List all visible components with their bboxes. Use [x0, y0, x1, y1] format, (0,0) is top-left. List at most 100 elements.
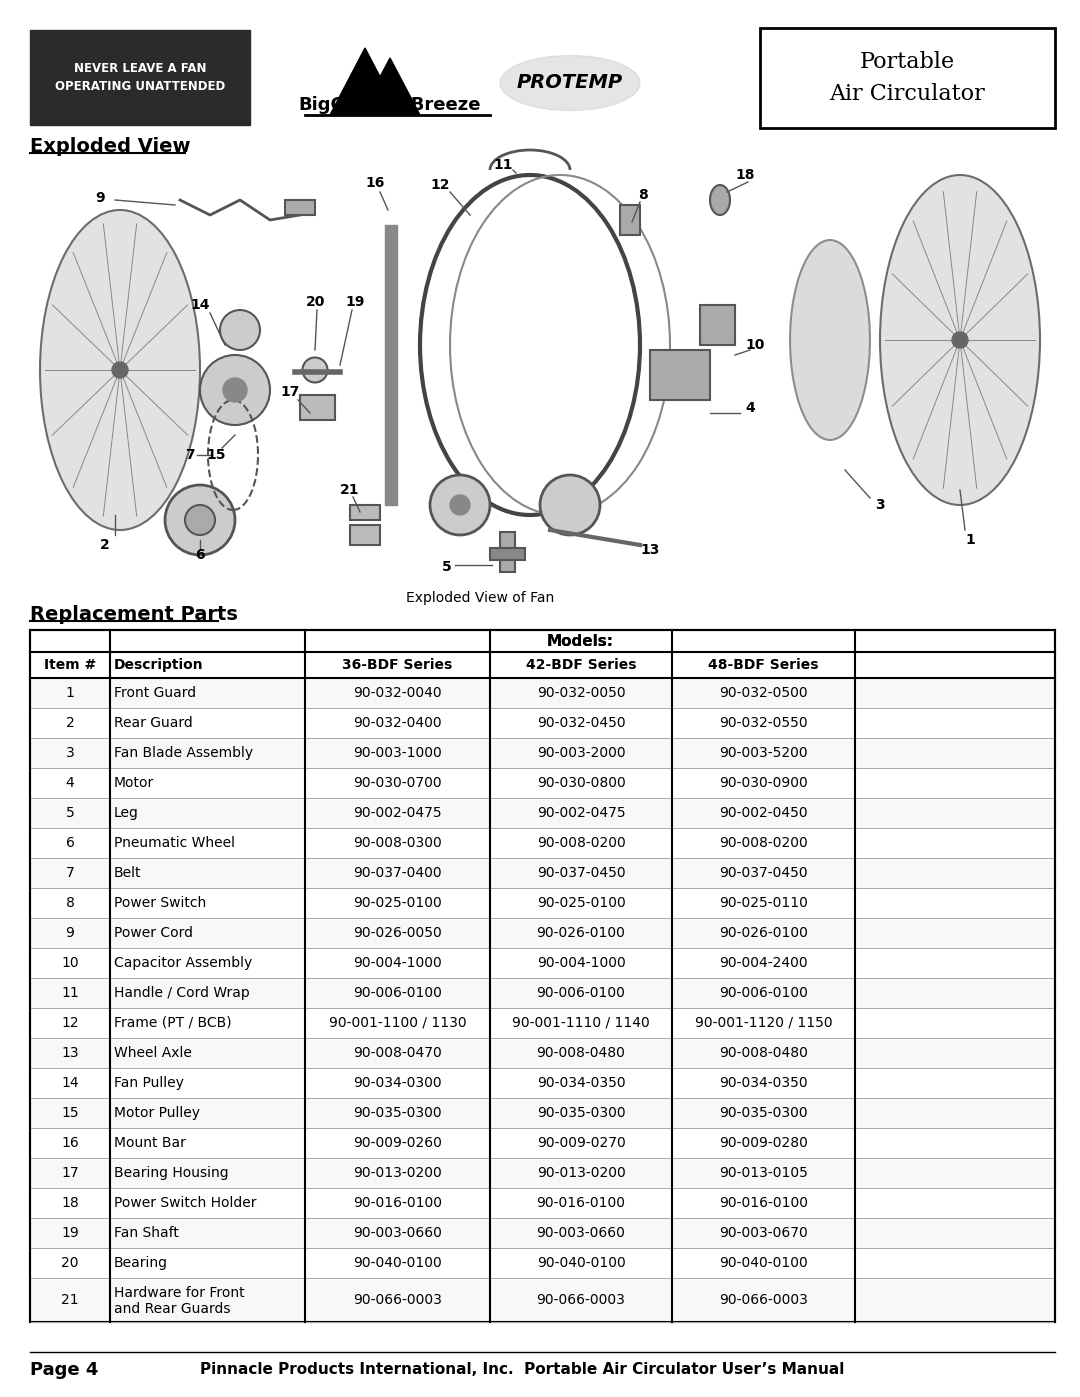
- Text: 8: 8: [638, 189, 648, 203]
- Text: 90-003-0660: 90-003-0660: [537, 1227, 625, 1241]
- Bar: [30, 918, 1055, 949]
- Text: 11: 11: [62, 986, 79, 1000]
- Text: 90-009-0270: 90-009-0270: [537, 1136, 625, 1150]
- Text: 9: 9: [66, 926, 75, 940]
- Text: and Rear Guards: and Rear Guards: [114, 1302, 230, 1316]
- Ellipse shape: [789, 240, 870, 440]
- Bar: [30, 1248, 1055, 1278]
- Bar: [350, 525, 380, 545]
- Text: 90-001-1110 / 1140: 90-001-1110 / 1140: [512, 1016, 650, 1030]
- Text: 18: 18: [62, 1196, 79, 1210]
- Bar: [490, 548, 525, 560]
- Text: 14: 14: [190, 298, 210, 312]
- Text: 90-030-0700: 90-030-0700: [353, 775, 442, 789]
- Bar: [305, 630, 855, 652]
- Ellipse shape: [710, 184, 730, 215]
- Text: 15: 15: [206, 448, 226, 462]
- Text: 90-035-0300: 90-035-0300: [537, 1106, 625, 1120]
- Text: Motor: Motor: [114, 775, 154, 789]
- Text: Pinnacle Products International, Inc.  Portable Air Circulator User’s Manual: Pinnacle Products International, Inc. Po…: [200, 1362, 845, 1377]
- Ellipse shape: [165, 485, 235, 555]
- Text: 90-026-0050: 90-026-0050: [353, 926, 442, 940]
- Text: 90-003-0670: 90-003-0670: [719, 1227, 808, 1241]
- Text: 90-032-0550: 90-032-0550: [719, 717, 808, 731]
- Text: 13: 13: [640, 543, 660, 557]
- Text: Pneumatic Wheel: Pneumatic Wheel: [114, 835, 235, 849]
- Text: 90-001-1100 / 1130: 90-001-1100 / 1130: [328, 1016, 467, 1030]
- Bar: [30, 1038, 1055, 1067]
- Text: 19: 19: [62, 1227, 79, 1241]
- Text: 12: 12: [62, 1016, 79, 1030]
- Bar: [700, 305, 735, 345]
- Text: 90-040-0100: 90-040-0100: [719, 1256, 808, 1270]
- Bar: [307, 630, 853, 652]
- Bar: [31, 630, 303, 652]
- Text: 3: 3: [66, 746, 75, 760]
- Text: 90-066-0003: 90-066-0003: [353, 1294, 442, 1308]
- Text: 90-013-0200: 90-013-0200: [537, 1166, 625, 1180]
- Text: 13: 13: [62, 1046, 79, 1060]
- Polygon shape: [330, 47, 400, 115]
- Text: 90-006-0100: 90-006-0100: [719, 986, 808, 1000]
- Text: 90-032-0450: 90-032-0450: [537, 717, 625, 731]
- Circle shape: [222, 379, 247, 402]
- Bar: [30, 29, 249, 124]
- Text: 90-004-2400: 90-004-2400: [719, 956, 808, 970]
- Text: 90-040-0100: 90-040-0100: [353, 1256, 442, 1270]
- Bar: [30, 828, 1055, 858]
- Bar: [30, 1187, 1055, 1218]
- Text: Power Switch Holder: Power Switch Holder: [114, 1196, 257, 1210]
- Text: Power Switch: Power Switch: [114, 895, 206, 909]
- Text: 5: 5: [66, 806, 75, 820]
- Ellipse shape: [220, 310, 260, 351]
- Text: Leg: Leg: [114, 806, 139, 820]
- Text: 21: 21: [62, 1294, 79, 1308]
- Text: 90-009-0280: 90-009-0280: [719, 1136, 808, 1150]
- Bar: [30, 798, 1055, 828]
- Text: PROTEMP: PROTEMP: [517, 74, 623, 92]
- Ellipse shape: [500, 56, 640, 110]
- Ellipse shape: [40, 210, 200, 529]
- Bar: [30, 678, 1055, 708]
- Bar: [30, 630, 1055, 1322]
- Text: 90-026-0100: 90-026-0100: [537, 926, 625, 940]
- Text: 90-003-1000: 90-003-1000: [353, 746, 442, 760]
- Text: 90-006-0100: 90-006-0100: [353, 986, 442, 1000]
- Text: 90-003-0660: 90-003-0660: [353, 1227, 442, 1241]
- Text: 12: 12: [430, 177, 449, 191]
- Text: Power Cord: Power Cord: [114, 926, 193, 940]
- Text: 1: 1: [66, 686, 75, 700]
- Text: 16: 16: [62, 1136, 79, 1150]
- Text: 9: 9: [95, 191, 105, 205]
- Text: Wheel Axle: Wheel Axle: [114, 1046, 192, 1060]
- Text: 90-002-0475: 90-002-0475: [537, 806, 625, 820]
- Text: 90-025-0100: 90-025-0100: [537, 895, 625, 909]
- Text: 90-034-0350: 90-034-0350: [719, 1076, 808, 1090]
- Text: 90-025-0110: 90-025-0110: [719, 895, 808, 909]
- Text: Replacement Parts: Replacement Parts: [30, 605, 238, 624]
- Bar: [30, 888, 1055, 918]
- Text: 17: 17: [62, 1166, 79, 1180]
- Text: 90-026-0100: 90-026-0100: [719, 926, 808, 940]
- Bar: [300, 395, 335, 420]
- Text: Fan Blade Assembly: Fan Blade Assembly: [114, 746, 253, 760]
- Ellipse shape: [302, 358, 327, 383]
- Text: 90-032-0500: 90-032-0500: [719, 686, 808, 700]
- Bar: [0, 0, 1080, 130]
- Bar: [30, 1278, 1055, 1322]
- Text: 4: 4: [66, 775, 75, 789]
- Text: Motor Pulley: Motor Pulley: [114, 1106, 200, 1120]
- Bar: [30, 978, 1055, 1009]
- Bar: [500, 532, 515, 571]
- Text: Description: Description: [114, 658, 204, 672]
- Text: BigCountryBreeze: BigCountryBreeze: [299, 96, 482, 115]
- Circle shape: [112, 362, 129, 379]
- Text: 90-006-0100: 90-006-0100: [537, 986, 625, 1000]
- Text: 5: 5: [442, 560, 451, 574]
- Text: 90-013-0200: 90-013-0200: [353, 1166, 442, 1180]
- Circle shape: [450, 495, 470, 515]
- Text: Bearing: Bearing: [114, 1256, 168, 1270]
- Text: 90-034-0300: 90-034-0300: [353, 1076, 442, 1090]
- Text: 90-008-0480: 90-008-0480: [719, 1046, 808, 1060]
- Text: Handle / Cord Wrap: Handle / Cord Wrap: [114, 986, 249, 1000]
